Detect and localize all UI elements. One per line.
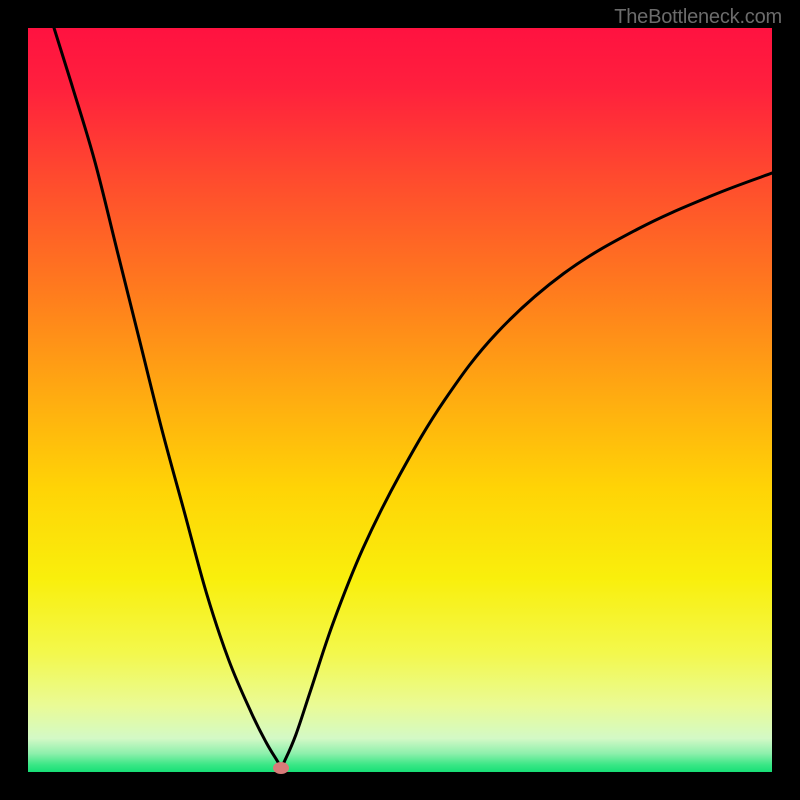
watermark-label: TheBottleneck.com: [614, 6, 782, 29]
bottleneck-curve: [28, 28, 772, 772]
optimal-point-marker: [273, 762, 289, 774]
chart-container: TheBottleneck.com: [0, 0, 800, 800]
plot-area: [28, 28, 772, 772]
